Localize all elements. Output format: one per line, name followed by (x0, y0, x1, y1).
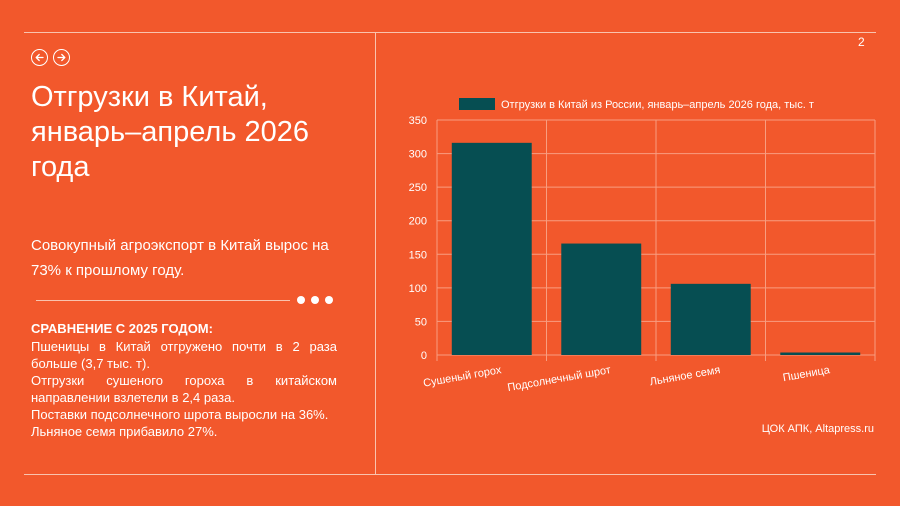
y-tick-label: 350 (409, 115, 427, 127)
comparison-line: Поставки подсолнечного шрота выросли на … (31, 407, 329, 422)
slide-navigation (31, 49, 70, 66)
arrow-left-circle-icon (35, 53, 44, 62)
x-tick-label: Подсолнечный шрот (507, 364, 612, 394)
dot (297, 296, 305, 304)
comparison-line: Льняное семя прибавило 27%. (31, 424, 218, 439)
comparison-text: Пшеницы в Китай отгружено почти в 2 раза… (31, 338, 337, 440)
y-tick-label: 100 (409, 283, 427, 295)
next-slide-button[interactable] (53, 49, 70, 66)
y-tick-label: 200 (409, 216, 427, 228)
bar (561, 243, 642, 355)
column-divider (375, 32, 376, 474)
comparison-line: Отгрузки сушеного гороха в китайском нап… (31, 373, 337, 405)
legend-swatch (459, 98, 495, 110)
x-tick-label: Сушеный горох (422, 364, 502, 390)
source-note: ЦОК АПК, Altapress.ru (761, 423, 874, 435)
bar (670, 283, 751, 355)
bottom-rule (24, 474, 876, 475)
y-tick-label: 0 (421, 350, 427, 362)
legend-label: Отгрузки в Китай из России, январь–апрел… (501, 99, 814, 111)
arrow-right-circle-icon (57, 53, 66, 62)
page-number: 2 (858, 35, 865, 49)
top-rule (24, 32, 876, 33)
y-tick-label: 250 (409, 182, 427, 194)
bar (451, 142, 532, 355)
dot (325, 296, 333, 304)
x-tick-label: Льняное семя (649, 364, 722, 388)
comparison-line: Пшеницы в Китай отгружено почти в 2 раза… (31, 339, 337, 371)
y-tick-label: 150 (409, 249, 427, 261)
section-divider (36, 300, 290, 301)
slide-subtitle: Совокупный агроэкспорт в Китай вырос на … (31, 237, 329, 279)
dot (311, 296, 319, 304)
bar-chart: 0 50 100 150 200 250 300 350 Сушеный горох Подсол… (409, 98, 876, 394)
y-tick-label: 50 (415, 316, 427, 328)
y-tick-label: 300 (409, 149, 427, 161)
decorative-dots (297, 296, 333, 304)
bar (780, 352, 861, 355)
comparison-heading: СРАВНЕНИЕ С 2025 ГОДОМ: (31, 321, 213, 336)
slide-title: Отгрузки в Китай, январь–апрель 2026 год… (31, 81, 310, 183)
prev-slide-button[interactable] (31, 49, 48, 66)
x-tick-label: Пшеница (782, 364, 832, 384)
